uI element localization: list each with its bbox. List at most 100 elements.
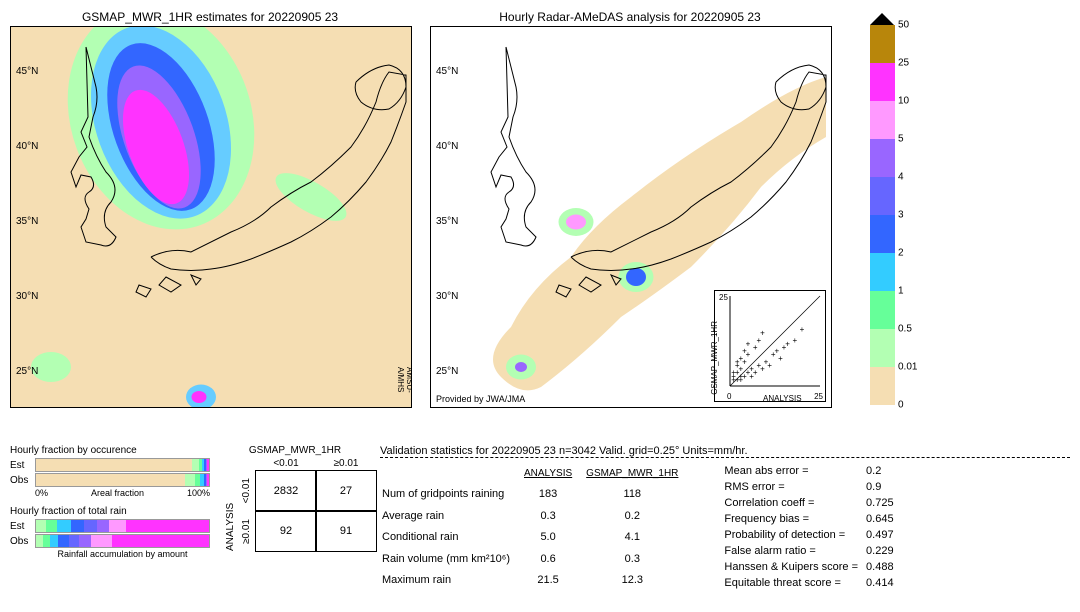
colorbar-tick: 4 (898, 172, 904, 183)
colorbar-seg (870, 101, 895, 139)
fraction-title: Hourly fraction of total rain (10, 506, 210, 517)
colorbar-tick: 1 (898, 286, 904, 297)
ct-ylabel: ANALYSIS (225, 456, 236, 551)
colorbar-tick: 0 (898, 400, 904, 411)
fraction-axis: 0%Areal fraction100% (35, 488, 210, 498)
svg-text:+: + (792, 336, 797, 345)
fraction-label: Obs (10, 536, 35, 547)
ytick: 30°N (16, 291, 38, 302)
stats-row: Conditional rain5.04.1 (382, 527, 690, 547)
stats-row: Num of gridpoints raining183118 (382, 484, 690, 504)
svg-text:+: + (760, 329, 765, 338)
stats-row: Average rain0.30.2 (382, 506, 690, 526)
fraction-label: Est (10, 460, 35, 471)
top-row: GSMAP_MWR_1HR estimates for 20220905 23 … (10, 10, 1070, 410)
colorbar-tick: 0.5 (898, 324, 912, 335)
metric-row: False alarm ratio =0.229 (724, 544, 893, 558)
ytick: 35°N (16, 216, 38, 227)
fraction-block: Hourly fraction by occurenceEstObs0%Area… (10, 445, 210, 592)
ct-col-header: <0.01 (273, 458, 298, 469)
colorbar-seg (870, 139, 895, 177)
scatter-ylabel: GSMAP_MWR_1HR (710, 321, 719, 395)
sat-label: MetOp-A AMSU-A/MHS (396, 367, 412, 407)
ytick: 45°N (16, 66, 38, 77)
ytick: 25°N (436, 366, 458, 377)
left-map: 125°E130°E135°E140°E145°E 25°N30°N35°N40… (10, 26, 412, 408)
right-map: 125°E130°E135°E 25°N30°N35°N40°N45°N Pro… (430, 26, 832, 408)
ytick: 30°N (436, 291, 458, 302)
fraction-row: Obs (10, 534, 210, 548)
fraction-row: Est (10, 458, 210, 472)
contingency-table: GSMAP_MWR_1HR ANALYSIS <0.01≥0.01<0.0128… (225, 445, 365, 592)
colorbar-tick: 50 (898, 20, 909, 31)
ct-grid: <0.01≥0.01<0.01283227≥0.019291 (236, 456, 376, 551)
svg-text:+: + (785, 339, 790, 348)
ct-cell: 91 (315, 510, 377, 552)
stats-title: Validation statistics for 20220905 23 n=… (380, 445, 1070, 458)
scatter-xlabel: ANALYSIS (763, 394, 802, 403)
colorbar: 502510543210.50.010 (870, 25, 895, 405)
right-map-title: Hourly Radar-AMeDAS analysis for 2022090… (430, 10, 830, 24)
colorbar-tick: 5 (898, 134, 904, 145)
colorbar-seg (870, 253, 895, 291)
colorbar-container: 502510543210.50.010 (870, 10, 895, 410)
metric-row: Hanssen & Kuipers score =0.488 (724, 560, 893, 574)
colorbar-seg (870, 177, 895, 215)
metric-row: Frequency bias =0.645 (724, 512, 893, 526)
right-map-panel: Hourly Radar-AMeDAS analysis for 2022090… (430, 10, 830, 410)
colorbar-tick: 3 (898, 210, 904, 221)
colorbar-arrow-icon (870, 13, 894, 25)
fraction-label: Obs (10, 475, 35, 486)
ct-row-header: ≥0.01 (241, 519, 252, 544)
colorbar-seg (870, 25, 895, 63)
metric-row: RMS error =0.9 (724, 480, 893, 494)
attribution: Provided by JWA/JMA (436, 394, 525, 404)
colorbar-seg (870, 329, 895, 367)
fraction-row: Obs (10, 473, 210, 487)
colorbar-tick: 2 (898, 248, 904, 259)
fraction-title: Hourly fraction by occurence (10, 445, 210, 456)
stats-table: ANALYSISGSMAP_MWR_1HRNum of gridpoints r… (380, 462, 692, 592)
ct-col-header: ≥0.01 (334, 458, 359, 469)
metric-row: Mean abs error =0.2 (724, 464, 893, 478)
colorbar-tick: 10 (898, 96, 909, 107)
bottom-row: Hourly fraction by occurenceEstObs0%Area… (10, 445, 1070, 592)
ct-cell: 92 (255, 510, 317, 552)
stats-block: Validation statistics for 20220905 23 n=… (380, 445, 1070, 592)
svg-text:+: + (735, 357, 740, 366)
stats-row: Maximum rain21.512.3 (382, 570, 690, 590)
left-precip-layer (31, 27, 353, 407)
colorbar-seg (870, 291, 895, 329)
svg-text:+: + (731, 368, 736, 377)
stats-row: Rain volume (mm km²10⁶)0.60.3 (382, 549, 690, 569)
left-map-title: GSMAP_MWR_1HR estimates for 20220905 23 (10, 10, 410, 24)
fraction-axis: Rainfall accumulation by amount (35, 549, 210, 559)
scatter-y1: 25 (719, 293, 728, 302)
fraction-row: Est (10, 519, 210, 533)
svg-text:+: + (767, 361, 772, 370)
colorbar-seg (870, 367, 895, 405)
metric-row: Probability of detection =0.497 (724, 528, 893, 542)
ct-title: GSMAP_MWR_1HR (225, 445, 365, 456)
ytick: 40°N (436, 141, 458, 152)
scatter-plot: ++++++++++++++++++++++++++++++++++ ANALY… (714, 290, 826, 402)
scatter-x0: 0 (727, 392, 731, 401)
colorbar-seg (870, 63, 895, 101)
ytick: 40°N (16, 141, 38, 152)
ct-cell: 2832 (255, 470, 317, 512)
fraction-label: Est (10, 521, 35, 532)
metric-row: Equitable threat score =0.414 (724, 576, 893, 590)
svg-text:+: + (800, 325, 805, 334)
svg-text:+: + (749, 372, 754, 381)
ytick: 45°N (436, 66, 458, 77)
colorbar-tick: 0.01 (898, 362, 917, 373)
svg-text:+: + (778, 354, 783, 363)
scatter-x1: 25 (814, 392, 823, 401)
left-map-panel: GSMAP_MWR_1HR estimates for 20220905 23 … (10, 10, 410, 410)
ct-cell: 27 (315, 470, 377, 512)
colorbar-tick: 25 (898, 58, 909, 69)
colorbar-seg (870, 215, 895, 253)
ytick: 25°N (16, 366, 38, 377)
metric-row: Correlation coeff =0.725 (724, 496, 893, 510)
metrics-table: Mean abs error =0.2 RMS error =0.9 Correla… (722, 462, 895, 592)
